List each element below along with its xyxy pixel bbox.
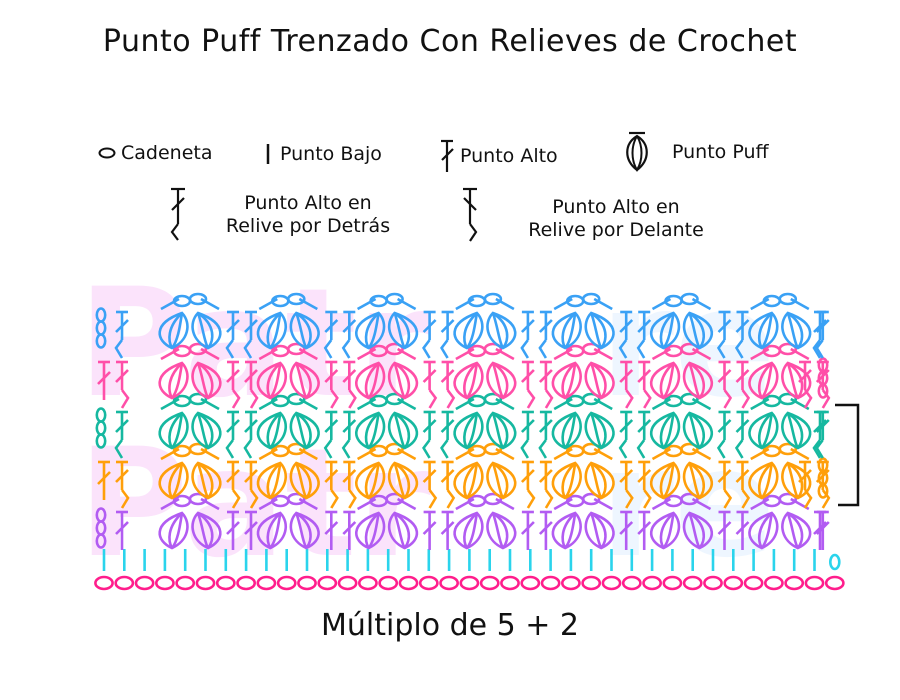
row-3 <box>97 442 831 509</box>
row-6 <box>95 292 830 359</box>
legend-front-post-line2: Relive por Delante <box>528 219 704 241</box>
legend-double: Punto Alto <box>438 138 558 174</box>
front-post-double-crochet-icon <box>463 187 478 242</box>
legend-single-label: Punto Bajo <box>280 143 382 165</box>
legend-puff-label: Punto Puff <box>672 141 769 163</box>
chain-icon <box>98 147 116 159</box>
legend-chain-label: Cadeneta <box>121 142 213 164</box>
back-post-double-crochet-icon <box>170 187 185 241</box>
legend-back-post-line1: Punto Alto en <box>244 192 372 214</box>
legend-front-post: Punto Alto en Relive por Delante <box>500 196 732 242</box>
legend-front-post-line1: Punto Alto en <box>552 196 680 218</box>
legend-back-post-line2: Relive por Detrás <box>225 215 391 237</box>
row-single-crochet <box>102 549 841 571</box>
legend-back-post: Punto Alto en Relive por Detrás <box>198 192 418 238</box>
repeat-bracket <box>835 403 860 507</box>
row-2 <box>95 492 830 550</box>
multiple-label: Múltiplo de 5 + 2 <box>320 608 580 643</box>
row-5 <box>97 342 831 409</box>
legend-puff: Punto Puff <box>620 130 769 174</box>
row-4 <box>95 392 830 459</box>
page-title: Punto Puff Trenzado Con Relieves de Croc… <box>102 24 798 59</box>
row-foundation-chain <box>94 575 845 591</box>
legend-double-label: Punto Alto <box>460 145 558 167</box>
legend-chain: Cadeneta <box>97 142 212 164</box>
single-crochet-icon <box>266 144 270 164</box>
puff-stitch-icon <box>626 131 648 172</box>
legend-single: Punto Bajo <box>264 142 382 166</box>
double-crochet-icon <box>441 139 454 172</box>
